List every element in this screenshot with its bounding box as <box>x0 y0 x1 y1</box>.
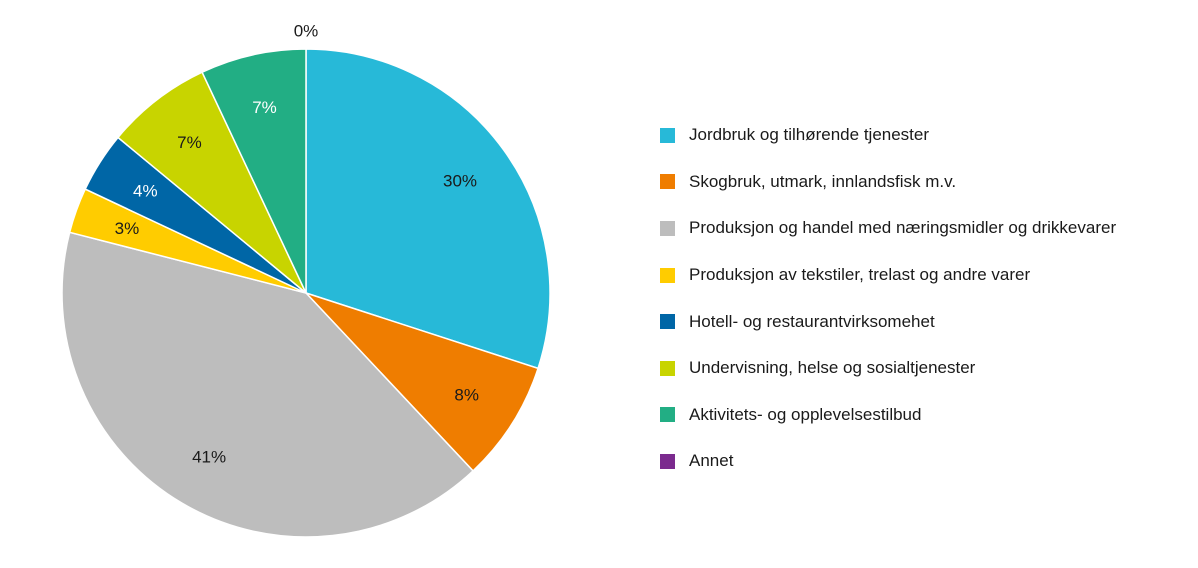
pie-slice-jordbruk-og-tilh-rende-tjenester <box>305 48 551 370</box>
legend-swatch <box>660 174 675 190</box>
legend-label: Produksjon og handel med næringsmidler o… <box>689 218 1117 238</box>
legend-item-hotell-og-restaurantvirksomehet: Hotell- og restaurantvirksomehet <box>660 298 1116 345</box>
pie-slice-produksjon-og-handel-med-n-ringsmidler-og-drikkevarer <box>61 231 475 538</box>
slice-value-label-jordbruk-og-tilh-rende-tjenester: 30% <box>443 172 477 191</box>
slice-value-label-undervisning-helse-og-sosialtjenester: 7% <box>177 133 202 152</box>
legend-swatch <box>660 360 675 376</box>
legend-swatch <box>660 267 675 283</box>
legend-item-skogbruk-utmark-innlandsfisk-m-v: Skogbruk, utmark, innlandsfisk m.v. <box>660 159 1116 206</box>
slice-value-label-produksjon-og-handel-med-n-ringsmidler-og-drikkevarer: 41% <box>192 447 226 466</box>
legend-label: Aktivitets- og opplevelsestilbud <box>689 404 922 424</box>
slice-value-label-skogbruk-utmark-innlandsfisk-m-v: 8% <box>454 386 479 405</box>
slice-value-label-annet: 0% <box>294 22 319 41</box>
legend-label: Hotell- og restaurantvirksomehet <box>689 311 935 331</box>
legend-swatch <box>660 407 675 423</box>
legend-swatch <box>660 127 675 143</box>
pie-slice-undervisning-helse-og-sosialtjenester <box>116 71 307 294</box>
slice-value-label-aktivitets-og-opplevelsestilbud: 7% <box>252 98 277 117</box>
legend-item-jordbruk-og-tilh-rende-tjenester: Jordbruk og tilhørende tjenester <box>660 112 1116 159</box>
legend-label: Jordbruk og tilhørende tjenester <box>689 125 930 145</box>
legend-item-produksjon-og-handel-med-n-ringsmidler-og-drikkevarer: Produksjon og handel med næringsmidler o… <box>660 205 1116 252</box>
legend-swatch <box>660 453 675 469</box>
pie-slice-aktivitets-og-opplevelsestilbud <box>201 48 307 294</box>
legend-swatch <box>660 220 675 236</box>
slice-value-label-hotell-og-restaurantvirksomehet: 4% <box>133 182 158 201</box>
legend-swatch <box>660 314 675 330</box>
chart-legend: Jordbruk og tilhørende tjenester Skogbruk… <box>660 112 1116 485</box>
legend-label: Produksjon av tekstiler, trelast og andr… <box>689 265 1031 285</box>
slice-value-label-produksjon-av-tekstiler-trelast-og-andre-varer: 3% <box>115 219 140 238</box>
pie-slice-skogbruk-utmark-innlandsfisk-m-v <box>305 292 540 472</box>
legend-item-aktivitets-og-opplevelsestilbud: Aktivitets- og opplevelsestilbud <box>660 392 1116 439</box>
legend-item-produksjon-av-tekstiler-trelast-og-andre-varer: Produksjon av tekstiler, trelast og andr… <box>660 252 1116 299</box>
legend-label: Skogbruk, utmark, innlandsfisk m.v. <box>689 171 957 191</box>
legend-item-annet: Annet <box>660 438 1116 485</box>
legend-label: Undervisning, helse og sosialtjenester <box>689 358 976 378</box>
legend-item-undervisning-helse-og-sosialtjenester: Undervisning, helse og sosialtjenester <box>660 345 1116 392</box>
pie-chart: 30% 8% 41% 3% 4% 7% 7% 0% <box>61 22 551 538</box>
legend-label: Annet <box>689 451 734 471</box>
